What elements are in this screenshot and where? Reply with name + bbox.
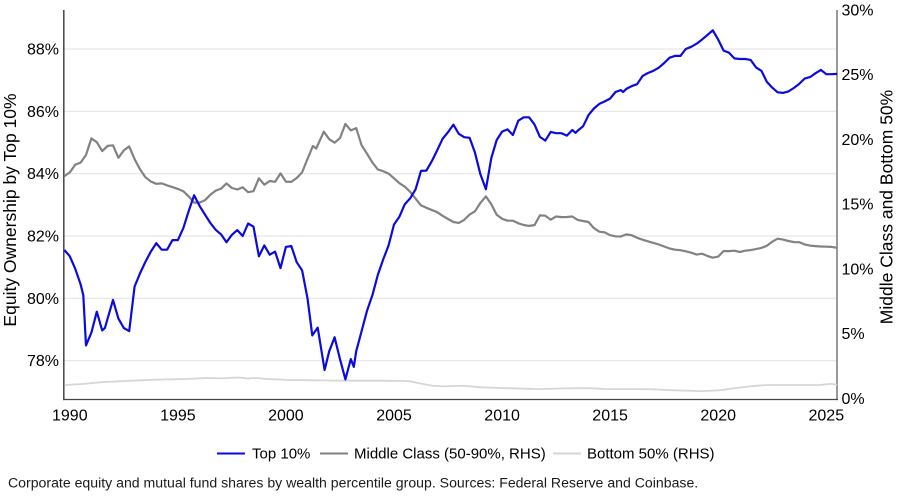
svg-text:Corporate equity and mutual fu: Corporate equity and mutual fund shares … (8, 475, 698, 491)
svg-text:2015: 2015 (592, 408, 628, 425)
svg-text:10%: 10% (842, 261, 874, 278)
svg-text:86%: 86% (27, 104, 59, 121)
svg-text:Bottom 50% (RHS): Bottom 50% (RHS) (587, 446, 715, 463)
svg-text:2020: 2020 (700, 408, 736, 425)
svg-text:1990: 1990 (52, 408, 88, 425)
svg-text:1995: 1995 (160, 408, 196, 425)
svg-text:Equity Ownership by Top 10%: Equity Ownership by Top 10% (0, 93, 20, 326)
svg-text:Top 10%: Top 10% (252, 446, 310, 463)
svg-text:78%: 78% (27, 353, 59, 370)
svg-text:0%: 0% (842, 391, 865, 408)
svg-text:20%: 20% (842, 132, 874, 149)
svg-text:2010: 2010 (484, 408, 520, 425)
svg-text:2005: 2005 (376, 408, 412, 425)
svg-text:84%: 84% (27, 166, 59, 183)
svg-text:Middle Class and Bottom 50%: Middle Class and Bottom 50% (877, 90, 897, 324)
svg-text:2000: 2000 (268, 408, 304, 425)
svg-text:88%: 88% (27, 42, 59, 59)
svg-text:15%: 15% (842, 197, 874, 214)
svg-text:5%: 5% (842, 326, 865, 343)
svg-text:2025: 2025 (809, 408, 845, 425)
svg-text:Middle Class (50-90%, RHS): Middle Class (50-90%, RHS) (354, 446, 546, 463)
svg-text:30%: 30% (842, 3, 874, 20)
svg-text:80%: 80% (27, 291, 59, 308)
svg-text:25%: 25% (842, 67, 874, 84)
svg-text:82%: 82% (27, 229, 59, 246)
